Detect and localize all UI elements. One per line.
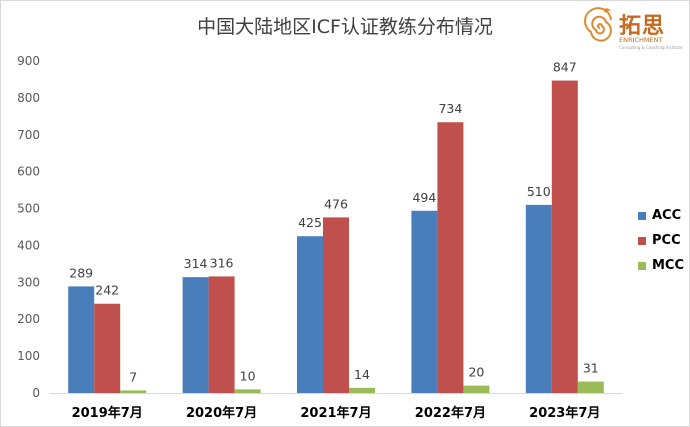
data-label-mcc: 20 bbox=[468, 365, 484, 380]
bar-pcc bbox=[94, 303, 121, 393]
legend-item-mcc: MCC bbox=[638, 253, 684, 278]
logo-name-en: ENRICHMENT bbox=[619, 36, 663, 44]
bars-group bbox=[68, 80, 604, 393]
legend-swatch bbox=[638, 211, 646, 220]
data-label-mcc: 10 bbox=[240, 368, 256, 383]
data-label-mcc: 31 bbox=[583, 361, 599, 376]
x-tick-label: 2022年7月 bbox=[415, 405, 486, 421]
y-tick-label: 500 bbox=[17, 202, 40, 216]
x-tick-label: 2023年7月 bbox=[529, 405, 600, 421]
bar-mcc bbox=[120, 390, 147, 393]
bar-acc bbox=[297, 236, 323, 393]
x-tick-label: 2021年7月 bbox=[300, 405, 371, 421]
logo-tagline: Consulting & Coaching Institute bbox=[619, 45, 683, 50]
logo-name-cn: 拓思 bbox=[619, 13, 666, 39]
y-tick-label: 600 bbox=[17, 165, 40, 179]
y-tick-label: 900 bbox=[17, 54, 40, 68]
legend: ACC PCC MCC bbox=[638, 203, 684, 278]
bar-acc bbox=[68, 286, 95, 393]
x-tick-label: 2019年7月 bbox=[72, 405, 143, 421]
y-tick-label: 700 bbox=[17, 128, 40, 142]
legend-swatch bbox=[638, 261, 646, 270]
bar-pcc bbox=[323, 217, 349, 393]
legend-item-pcc: PCC bbox=[638, 228, 684, 253]
y-tick-label: 800 bbox=[17, 91, 40, 105]
data-label-acc: 314 bbox=[184, 256, 208, 271]
bar-acc bbox=[182, 277, 209, 393]
data-label-acc: 510 bbox=[527, 184, 551, 199]
data-label-mcc: 7 bbox=[129, 369, 137, 384]
bar-pcc bbox=[437, 122, 464, 393]
bar-acc bbox=[525, 204, 552, 393]
y-tick-label: 200 bbox=[17, 312, 40, 326]
data-label-mcc: 14 bbox=[354, 367, 370, 382]
bar-mcc bbox=[463, 385, 490, 393]
legend-label: ACC bbox=[652, 208, 682, 223]
data-label-pcc: 316 bbox=[210, 255, 234, 270]
bar-mcc bbox=[349, 387, 375, 393]
y-tick-label: 0 bbox=[32, 386, 40, 400]
x-tick-label: 2020年7月 bbox=[186, 405, 257, 421]
data-label-pcc: 734 bbox=[438, 101, 462, 116]
bar-mcc bbox=[234, 389, 261, 393]
brand-logo: 拓思 ENRICHMENT Consulting & Coaching Inst… bbox=[583, 6, 683, 58]
legend-label: PCC bbox=[652, 233, 681, 248]
category-labels-group: 2019年7月 2020年7月 2021年7月 2022年7月 2023年7月 bbox=[72, 405, 601, 421]
legend-label: MCC bbox=[652, 258, 685, 273]
data-label-pcc: 476 bbox=[324, 196, 348, 211]
bar-pcc bbox=[208, 276, 235, 393]
bar-acc bbox=[411, 210, 438, 393]
y-axis: 0 100 200 300 400 500 600 700 800 900 bbox=[17, 54, 40, 400]
y-tick-label: 400 bbox=[17, 238, 40, 252]
y-tick-label: 300 bbox=[17, 275, 40, 289]
data-label-pcc: 242 bbox=[95, 283, 119, 298]
bar-mcc bbox=[577, 381, 604, 393]
bar-pcc bbox=[551, 80, 578, 393]
legend-swatch bbox=[638, 236, 646, 245]
data-label-acc: 289 bbox=[69, 265, 93, 280]
data-label-acc: 494 bbox=[412, 190, 436, 205]
data-label-pcc: 847 bbox=[553, 60, 577, 75]
chart-title: 中国大陆地区ICF认证教练分布情况 bbox=[197, 16, 493, 38]
legend-item-acc: ACC bbox=[638, 203, 684, 228]
data-label-acc: 425 bbox=[298, 215, 322, 230]
spiral-logo-icon bbox=[584, 7, 612, 42]
y-tick-label: 100 bbox=[17, 349, 40, 363]
